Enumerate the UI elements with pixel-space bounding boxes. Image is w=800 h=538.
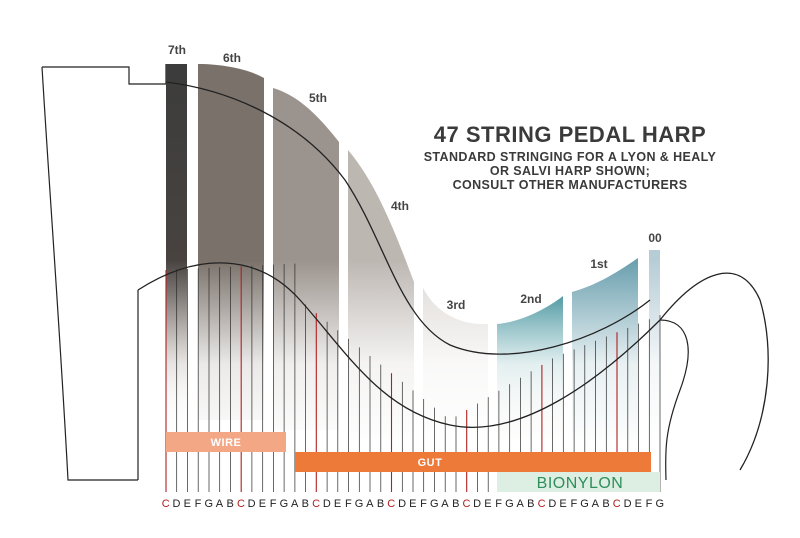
note-label: E — [334, 498, 342, 510]
note-label: A — [216, 498, 224, 510]
note-label: B — [527, 498, 535, 510]
material-label-wire: WIRE — [211, 437, 242, 449]
note-label: E — [409, 498, 417, 510]
note-label: F — [195, 498, 202, 510]
note-label: F — [646, 498, 653, 510]
note-label: C — [312, 498, 320, 510]
diagram-subtitle-line-1: STANDARD STRINGING FOR A LYON & HEALY — [424, 150, 717, 164]
note-label: F — [270, 498, 277, 510]
octave-label-6th: 6th — [223, 51, 241, 65]
material-bar-gut — [295, 452, 651, 472]
octave-label-7th: 7th — [168, 43, 186, 57]
note-label: G — [280, 498, 289, 510]
note-label: C — [162, 498, 170, 510]
note-label: E — [184, 498, 192, 510]
note-label: E — [484, 498, 492, 510]
band-fade — [140, 260, 670, 450]
material-label-gut: GUT — [418, 457, 443, 469]
diagram-subtitle-line-2: OR SALVI HARP SHOWN; — [490, 164, 650, 178]
note-label: G — [430, 498, 439, 510]
note-label: C — [387, 498, 395, 510]
material-bar-wire — [166, 432, 286, 452]
note-label: D — [323, 498, 331, 510]
note-label: A — [291, 498, 299, 510]
note-label: B — [452, 498, 460, 510]
note-label: G — [655, 498, 664, 510]
note-label: D — [548, 498, 556, 510]
note-label: F — [570, 498, 577, 510]
note-label: E — [559, 498, 567, 510]
harp-pillar-outline — [41, 66, 138, 481]
note-label: F — [420, 498, 427, 510]
octave-label-5th: 5th — [309, 91, 327, 105]
octave-label-3rd: 3rd — [447, 298, 466, 312]
note-label: F — [345, 498, 352, 510]
note-label: C — [613, 498, 621, 510]
note-label: A — [592, 498, 600, 510]
note-label: D — [473, 498, 481, 510]
octave-bands — [140, 64, 670, 450]
note-label: A — [366, 498, 374, 510]
note-label: B — [602, 498, 610, 510]
note-label: C — [462, 498, 470, 510]
note-label: E — [259, 498, 267, 510]
note-label: G — [580, 498, 589, 510]
note-label: B — [377, 498, 385, 510]
octave-label-00: 00 — [648, 231, 662, 245]
note-label: D — [624, 498, 632, 510]
octave-label-1st: 1st — [590, 257, 607, 271]
note-label: E — [635, 498, 643, 510]
octave-label-4th: 4th — [391, 199, 409, 213]
diagram-subtitle-line-3: CONSULT OTHER MANUFACTURERS — [453, 178, 688, 192]
note-label: D — [248, 498, 256, 510]
material-bar-bionylon — [497, 472, 660, 492]
octave-label-2nd: 2nd — [520, 292, 541, 306]
note-label: A — [516, 498, 524, 510]
harp-neck-curve — [165, 81, 651, 355]
material-label-bionylon: BIONYLON — [537, 475, 624, 492]
note-label: D — [172, 498, 180, 510]
note-label: G — [204, 498, 213, 510]
note-label: B — [302, 498, 310, 510]
note-label: F — [495, 498, 502, 510]
note-label: B — [226, 498, 234, 510]
note-label: G — [505, 498, 514, 510]
note-label: D — [398, 498, 406, 510]
diagram-title: 47 STRING PEDAL HARP — [434, 122, 706, 147]
harp-column-outline — [42, 64, 167, 85]
note-label: G — [355, 498, 364, 510]
note-label: C — [237, 498, 245, 510]
harp-back-curve — [659, 319, 689, 481]
note-label: A — [441, 498, 449, 510]
harp-soundboard-curve — [137, 262, 769, 471]
note-label: C — [538, 498, 546, 510]
